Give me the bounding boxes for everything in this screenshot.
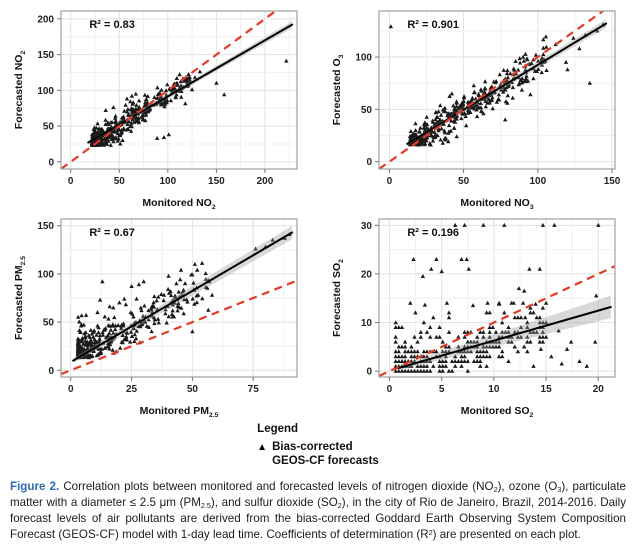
legend-label-line1: Bias-corrected (272, 441, 353, 453)
svg-text:20: 20 (361, 269, 373, 280)
svg-text:50: 50 (43, 318, 55, 329)
r-squared-annotation: R² = 0.901 (407, 19, 459, 31)
r-squared-annotation: R² = 0.83 (89, 19, 135, 31)
y-axis-label: Forecasted O3 (331, 54, 345, 125)
scatter-points (388, 22, 606, 147)
regression-line (87, 23, 294, 144)
svg-text:200: 200 (37, 14, 54, 25)
plot-o3: 0 50 100 150 0 50 100 Monitored NO3 Forecasted O… (331, 10, 621, 211)
identity-line (379, 11, 604, 169)
svg-text:150: 150 (208, 176, 225, 187)
plots-grid: 0 50 100 150 200 0 50 100 150 200 Monitored NO2 For… (13, 10, 621, 419)
figure-caption-text: Correlation plots between monitored and … (10, 479, 626, 542)
svg-text:200: 200 (257, 176, 274, 187)
regression-line (406, 22, 608, 145)
identity-line (379, 265, 615, 377)
svg-text:10: 10 (488, 384, 500, 395)
scatter-points (393, 222, 601, 373)
svg-text:100: 100 (529, 176, 546, 187)
legend-label-line2: GEOS-CF forecasts (272, 454, 379, 467)
r-squared-annotation: R² = 0.196 (407, 227, 459, 239)
x-axis-label: Monitored NO3 (460, 197, 533, 211)
legend-entry: ▲ Bias-corrected GEOS-CF forecasts (257, 441, 379, 469)
data-layer (379, 11, 608, 169)
y-axis-label: Forecasted NO2 (13, 51, 27, 130)
svg-text:100: 100 (37, 86, 54, 97)
gridlines (61, 219, 297, 377)
svg-text:50: 50 (114, 176, 126, 187)
figure-caption-label: Figure 2. (10, 479, 60, 493)
svg-text:75: 75 (248, 384, 260, 395)
svg-text:20: 20 (593, 384, 605, 395)
svg-text:50: 50 (458, 176, 470, 187)
legend-box: Legend ▲ Bias-corrected GEOS-CF forecast… (257, 423, 379, 469)
axis-ticks: 0 25 50 75 0 50 100 150 (37, 221, 259, 395)
plot-no2: 0 50 100 150 200 0 50 100 150 200 Monitored NO2 For… (13, 10, 298, 211)
svg-text:150: 150 (604, 176, 621, 187)
svg-text:150: 150 (37, 221, 54, 232)
figure-caption: Figure 2. Correlation plots between moni… (10, 479, 626, 544)
triangle-up-icon: ▲ (257, 442, 268, 453)
identity-line (61, 279, 297, 376)
data-layer (379, 222, 615, 377)
svg-text:0: 0 (366, 157, 372, 168)
svg-text:0: 0 (387, 176, 393, 187)
svg-text:0: 0 (387, 384, 393, 395)
svg-text:0: 0 (68, 176, 74, 187)
svg-text:0: 0 (48, 157, 54, 168)
chart-legend: Legend ▲ Bias-corrected GEOS-CF forecast… (0, 423, 636, 469)
plot-so2: 0 5 10 15 20 0 10 20 30 Monitored SO2 Forecasted S… (331, 218, 616, 419)
svg-text:50: 50 (361, 105, 373, 116)
svg-text:10: 10 (361, 318, 373, 329)
x-axis-label: Monitored PM2.5 (140, 405, 219, 419)
axis-ticks: 0 5 10 15 20 0 10 20 30 (361, 221, 604, 395)
svg-text:150: 150 (37, 50, 54, 61)
axis-ticks: 0 50 100 150 0 50 100 (355, 53, 620, 187)
x-axis-label: Monitored SO2 (461, 405, 534, 419)
svg-text:30: 30 (361, 221, 373, 232)
svg-text:100: 100 (159, 176, 176, 187)
plot-pm25: 0 25 50 75 0 50 100 150 Monitored PM2.5 Forecaste… (13, 218, 298, 419)
legend-label: Bias-corrected GEOS-CF forecasts (272, 441, 379, 469)
x-axis-label: Monitored NO2 (142, 197, 215, 211)
svg-text:0: 0 (366, 367, 372, 378)
y-axis-label: Forecasted SO2 (331, 259, 345, 337)
gridlines (379, 219, 615, 377)
svg-text:50: 50 (187, 384, 199, 395)
data-layer (61, 11, 294, 169)
r-squared-annotation: R² = 0.67 (89, 227, 135, 239)
panel-border (378, 218, 616, 378)
panel-border (378, 10, 616, 170)
svg-text:100: 100 (37, 269, 54, 280)
svg-text:0: 0 (68, 384, 74, 395)
identity-line (61, 11, 277, 169)
legend-title: Legend (257, 423, 299, 435)
svg-text:0: 0 (48, 366, 54, 377)
svg-text:15: 15 (541, 384, 553, 395)
svg-text:5: 5 (439, 384, 445, 395)
svg-text:25: 25 (126, 384, 138, 395)
svg-text:100: 100 (355, 53, 372, 64)
regression-line (72, 231, 294, 362)
axis-ticks: 0 50 100 150 200 0 50 100 150 200 (37, 14, 273, 187)
data-layer (61, 225, 297, 376)
y-axis-label: Forecasted PM2.5 (13, 256, 27, 340)
scatter-points (89, 58, 289, 147)
panel-border (60, 218, 298, 378)
svg-text:50: 50 (43, 122, 55, 133)
regression-line (396, 305, 612, 370)
